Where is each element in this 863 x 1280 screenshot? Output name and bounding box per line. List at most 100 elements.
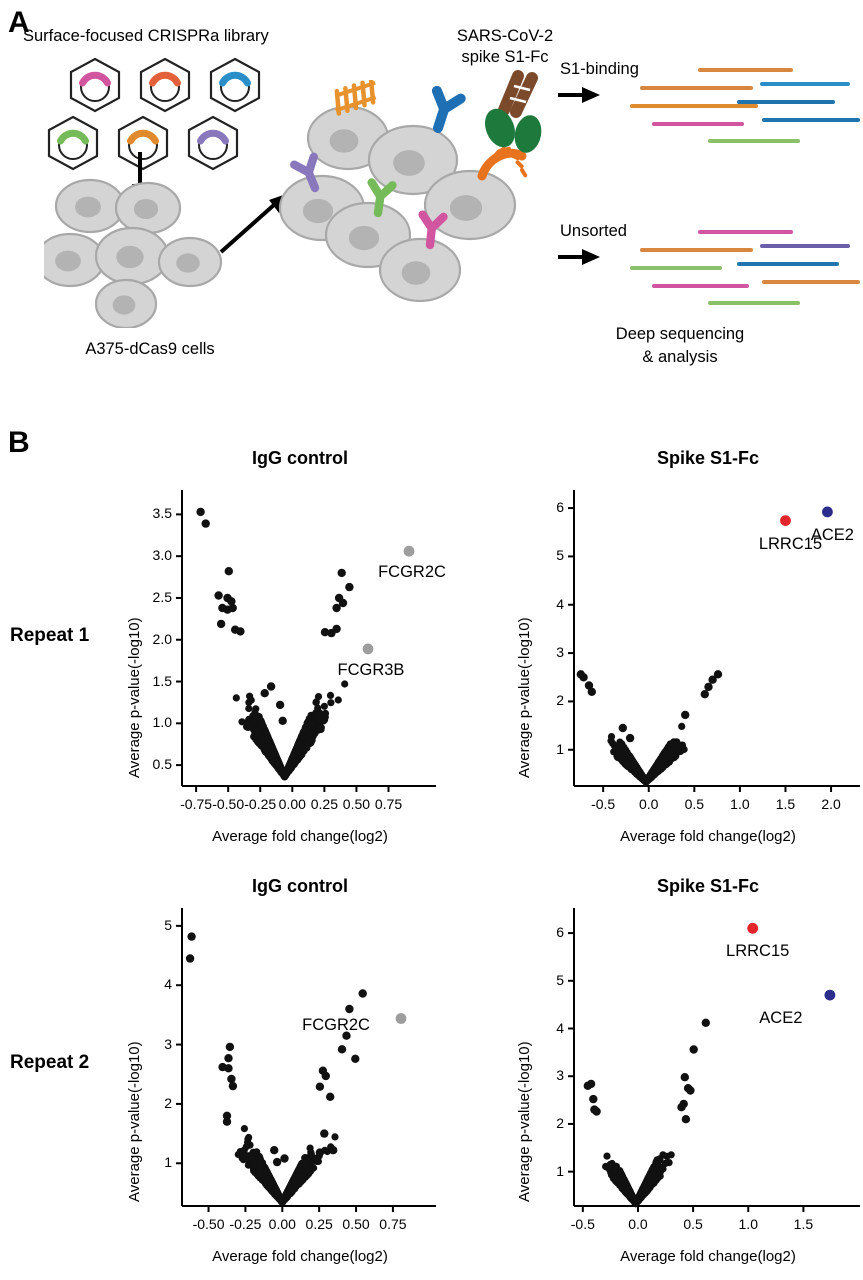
- highlighted-gene-point: [822, 506, 833, 518]
- receptor-zigzag-icon: [477, 146, 528, 181]
- scatter-point-outlier: [680, 1073, 689, 1082]
- x-tick-label: 0.5: [684, 796, 705, 812]
- y-tick-label: 1: [164, 1154, 172, 1171]
- x-tick-label: -0.50: [192, 1216, 225, 1232]
- sequencing-read-bar: [708, 301, 800, 305]
- scatter-points: [602, 1151, 675, 1208]
- scatter-point-outlier: [701, 1018, 710, 1027]
- spike-s1-fc-probe: [485, 70, 542, 153]
- a375-dcas9-cells-label: A375-dCas9 cells: [85, 340, 215, 358]
- y-tick-label: 0.5: [152, 756, 172, 773]
- sequencing-read-bar: [708, 139, 800, 143]
- x-tick-label: 0.00: [278, 796, 306, 812]
- scatter-point-outlier: [214, 591, 223, 600]
- scatter-point-outlier: [201, 519, 210, 528]
- chart-title: Spike S1-Fc: [656, 448, 760, 468]
- scatter-point-outlier: [592, 1107, 601, 1116]
- cell-icon: [94, 278, 158, 328]
- x-tick-label: 0.75: [374, 796, 403, 812]
- y-tick-label: 2: [556, 692, 564, 709]
- x-tick-label: 1.5: [793, 1216, 814, 1232]
- gene-label: FCGR2C: [378, 563, 446, 582]
- sequencing-read-bar: [630, 104, 758, 108]
- x-tick-label: 1.0: [738, 1216, 758, 1232]
- arrow-to-s1-reads: [558, 87, 600, 103]
- scatter-point-outlier: [224, 1054, 233, 1063]
- scatter-point-outlier: [228, 603, 237, 613]
- cell-icon: [378, 237, 462, 303]
- scatter-point-outlier: [681, 1115, 691, 1124]
- sequencing-read-bar: [652, 284, 749, 288]
- plasmid-library-group: [47, 57, 266, 171]
- scatter-point-outlier: [689, 1045, 698, 1054]
- scatter-point-outlier: [713, 670, 723, 679]
- y-tick-label: 6: [556, 924, 564, 941]
- x-tick-label: 1.0: [730, 796, 750, 812]
- scatter-point-outlier: [618, 723, 627, 733]
- scatter-point-outlier: [227, 597, 236, 606]
- y-tick-label: 3: [556, 644, 564, 661]
- receptor-icon: [431, 85, 466, 133]
- scatter-point-outlier: [228, 1081, 238, 1091]
- x-tick-label: -0.5: [591, 796, 616, 812]
- y-tick-label: 2.0: [152, 630, 172, 647]
- scatter-point-outlier: [260, 689, 269, 698]
- plasmid-icon: [114, 115, 169, 171]
- scatter-points: [232, 680, 349, 781]
- cell-icon: [367, 124, 459, 196]
- gene-label: ACE2: [759, 1009, 803, 1028]
- chart-title: IgG control: [252, 448, 348, 468]
- scatter-point-outlier: [224, 1064, 233, 1073]
- sequencing-read-bar: [630, 266, 722, 270]
- gene-label: LRRC15: [758, 534, 823, 553]
- x-axis-title: Average fold change(log2): [620, 828, 796, 845]
- panel-letter-b: B: [8, 426, 30, 459]
- gene-label: FCGR2C: [302, 1016, 370, 1035]
- sequencing-read-bar: [698, 68, 793, 72]
- unsorted-label: Unsorted: [560, 222, 627, 240]
- x-tick-label: 0.00: [268, 1216, 296, 1232]
- sequencing-read-bar: [762, 118, 860, 122]
- sequencing-read-bar: [760, 244, 850, 248]
- scatter-point-outlier: [320, 628, 330, 637]
- scatter-point-outlier: [704, 682, 713, 692]
- y-tick-label: 3: [164, 1035, 172, 1052]
- scatter-point-outlier: [222, 1111, 232, 1120]
- scatter-point-outlier: [351, 1054, 360, 1063]
- chart-repeat2-spike-s1-fc: Spike S1-Fc Average p-value(-log10) Averag…: [508, 876, 863, 1280]
- plasmid-icon: [184, 115, 239, 171]
- highlighted-gene-point: [824, 989, 836, 1001]
- scatter-point-outlier: [185, 954, 195, 963]
- plasmid-icon: [66, 57, 121, 113]
- y-tick-label: 2: [556, 1114, 564, 1131]
- scatter-point-outlier: [332, 624, 341, 634]
- scatter-point-outlier: [586, 1079, 596, 1089]
- scatter-point-outlier: [216, 619, 226, 629]
- sequencing-read-bar: [760, 82, 850, 86]
- scatter-point-outlier: [332, 603, 341, 613]
- scatter-point-outlier: [329, 1146, 338, 1155]
- plasmid-icon: [206, 57, 261, 113]
- receptor-icon: [367, 178, 397, 218]
- panel-letter-a: A: [8, 6, 30, 39]
- scatter-points: [234, 1125, 339, 1206]
- x-tick-label: 0.25: [310, 796, 338, 812]
- sequencing-read-bar: [698, 230, 793, 234]
- scatter-point-outlier: [686, 1086, 695, 1095]
- sequencing-read-bar: [737, 100, 835, 104]
- scatter-point-outlier: [222, 1117, 232, 1126]
- scatter-point-outlier: [280, 1154, 289, 1163]
- scatter-point-outlier: [589, 1094, 598, 1104]
- scatter-point-outlier: [315, 1148, 325, 1157]
- sequencing-read-bar: [762, 280, 860, 284]
- highlighted-gene-point: [780, 515, 791, 526]
- y-tick-label: 4: [556, 1019, 564, 1036]
- row-label-repeat-1: Repeat 1: [10, 625, 90, 646]
- scatter-point-outlier: [579, 673, 588, 682]
- y-tick-label: 6: [556, 499, 564, 516]
- x-tick-label: -0.25: [229, 1216, 262, 1232]
- a375-cell-clump: [44, 178, 223, 328]
- cell-icon: [157, 236, 223, 288]
- y-tick-label: 3.0: [152, 547, 172, 564]
- y-tick-label: 3.5: [152, 505, 172, 522]
